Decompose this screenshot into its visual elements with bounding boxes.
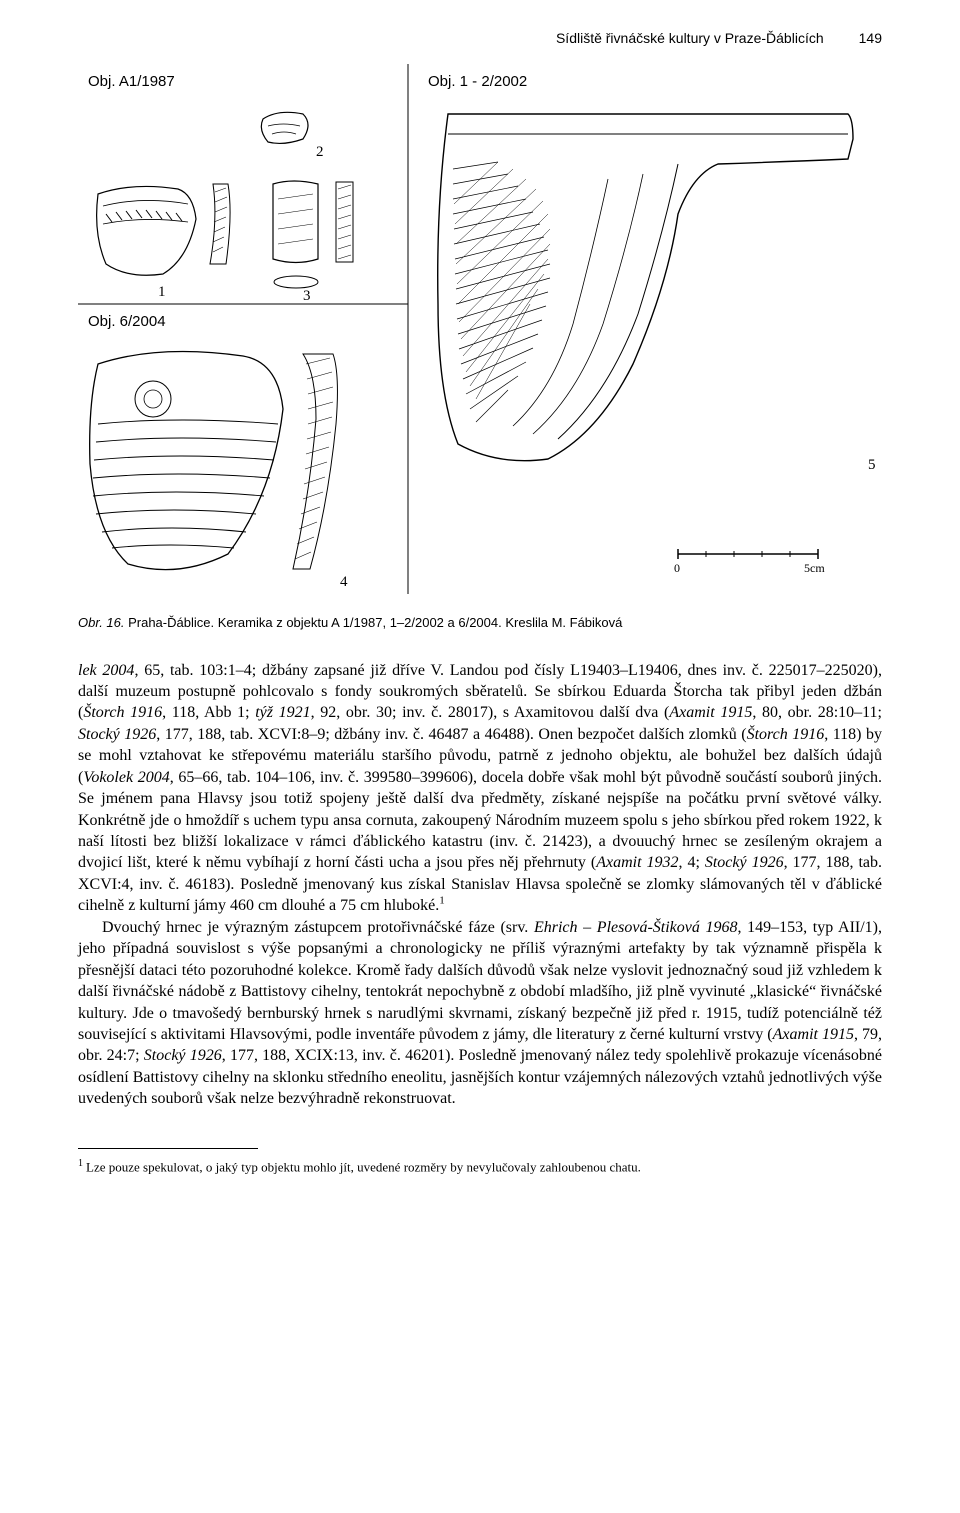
item-num-3: 3 (303, 288, 311, 304)
page-number: 149 (859, 30, 882, 46)
item-num-2: 2 (316, 144, 324, 160)
footnote-rule (78, 1148, 258, 1149)
item-num-4: 4 (340, 574, 348, 590)
footnote-text: Lze pouze spekulovat, o jaký typ objektu… (86, 1159, 641, 1174)
fig-label-b: Obj. 1 - 2/2002 (428, 73, 527, 90)
sherd-5 (438, 114, 853, 461)
footnote-num: 1 (78, 1158, 83, 1169)
paragraph-2: Dvouchý hrnec je výrazným zástupcem prot… (78, 917, 882, 1110)
paragraph-1: lek 2004, 65, tab. 103:1–4; džbány zapsa… (78, 660, 882, 917)
fig-label-c: Obj. 6/2004 (88, 313, 166, 330)
scale-right: 5cm (804, 561, 825, 575)
footnote-1: 1Lze pouze spekulovat, o jaký typ objekt… (78, 1157, 882, 1176)
item-num-1: 1 (158, 284, 166, 300)
figure-16: Obj. A1/1987 Obj. 1 - 2/2002 Obj. 6/2004… (78, 64, 882, 594)
fig-label-a: Obj. A1/1987 (88, 73, 175, 90)
running-head: Sídliště řivnáčské kultury v Praze-Ďábli… (78, 30, 882, 46)
sherd-4 (90, 352, 338, 570)
sherd-3 (273, 181, 353, 288)
item-num-5: 5 (868, 457, 876, 473)
scale-bar: 0 5cm (674, 549, 825, 575)
body-text: lek 2004, 65, tab. 103:1–4; džbány zapsa… (78, 660, 882, 1110)
sherd-1 (97, 184, 230, 275)
footnote-ref-1: 1 (439, 895, 445, 907)
figure-caption: Obr. 16. Praha-Ďáblice. Keramika z objek… (78, 614, 882, 632)
sherd-2 (261, 112, 308, 143)
caption-prefix: Obr. 16. (78, 615, 124, 630)
running-head-title: Sídliště řivnáčské kultury v Praze-Ďábli… (556, 30, 824, 46)
caption-text: Praha-Ďáblice. Keramika z objektu A 1/19… (124, 615, 622, 630)
page-container: Sídliště řivnáčské kultury v Praze-Ďábli… (0, 0, 960, 1216)
scale-left: 0 (674, 561, 680, 575)
figure-svg: Obj. A1/1987 Obj. 1 - 2/2002 Obj. 6/2004… (78, 64, 882, 594)
